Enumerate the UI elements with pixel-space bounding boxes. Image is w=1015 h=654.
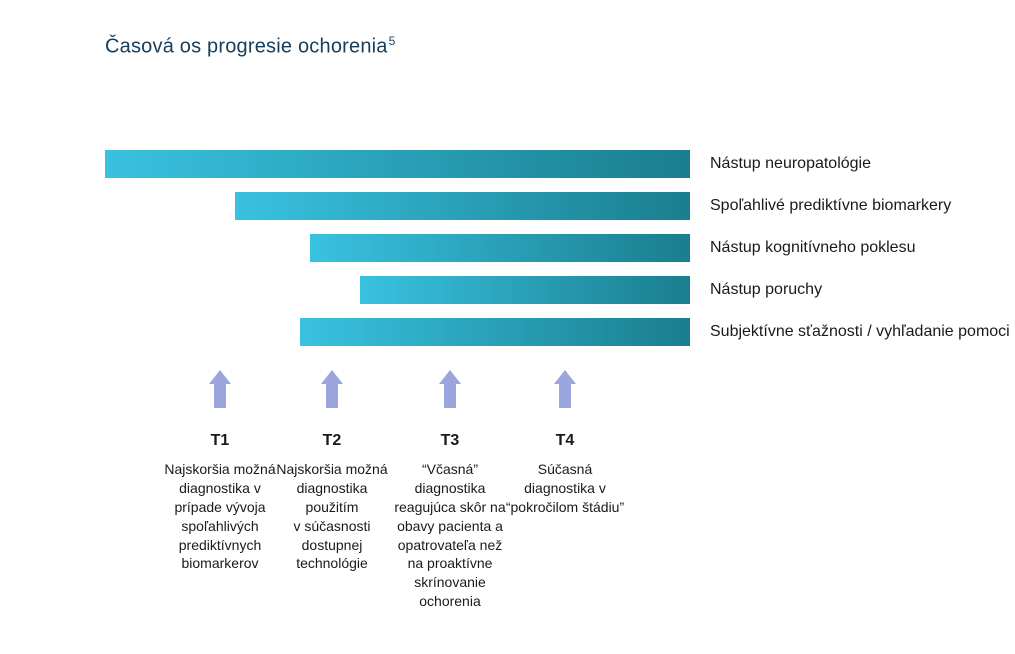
bar-row: Nástup poruchy bbox=[0, 276, 1015, 304]
progress-bar bbox=[300, 318, 690, 346]
timepoint-desc: Súčasná diagnostika v “pokročilom štádiu… bbox=[505, 460, 625, 517]
arrow-stem bbox=[559, 384, 571, 408]
title-text: Časová os progresie ochorenia bbox=[105, 36, 388, 58]
arrow-up-icon bbox=[209, 370, 231, 384]
bar-label: Nástup kognitívneho poklesu bbox=[710, 234, 915, 262]
timepoint-name: T2 bbox=[272, 432, 392, 450]
title-footnote: 5 bbox=[389, 34, 396, 48]
timepoint-desc: Najskoršia možná diagnostika v prípade v… bbox=[160, 460, 280, 573]
bar-row: Subjektívne sťažnosti / vyhľadanie pomoc… bbox=[0, 318, 1015, 346]
bar-row: Spoľahlivé prediktívne biomarkery bbox=[0, 192, 1015, 220]
bar-label: Nástup neuropatológie bbox=[710, 150, 871, 178]
bar-label: Subjektívne sťažnosti / vyhľadanie pomoc… bbox=[710, 318, 1010, 346]
timepoint-name: T1 bbox=[160, 432, 280, 450]
progress-bar bbox=[105, 150, 690, 178]
bar-row: Nástup neuropatológie bbox=[0, 150, 1015, 178]
timepoint-desc: “Včasná” diagnostika reagujúca skôr na o… bbox=[390, 460, 510, 611]
diagram-canvas: { "title": { "text": "Časová os progresi… bbox=[0, 0, 1015, 654]
timepoint-name: T4 bbox=[505, 432, 625, 450]
arrow-up-icon bbox=[554, 370, 576, 384]
progress-bar bbox=[310, 234, 690, 262]
progress-bar bbox=[235, 192, 690, 220]
timepoint-desc: Najskoršia možná diagnostika použitím v … bbox=[272, 460, 392, 573]
arrow-stem bbox=[326, 384, 338, 408]
arrow-up-icon bbox=[439, 370, 461, 384]
arrow-stem bbox=[214, 384, 226, 408]
page-title: Časová os progresie ochorenia5 bbox=[105, 34, 396, 59]
bar-label: Nástup poruchy bbox=[710, 276, 822, 304]
bar-label: Spoľahlivé prediktívne biomarkery bbox=[710, 192, 951, 220]
progress-bar bbox=[360, 276, 690, 304]
arrow-up-icon bbox=[321, 370, 343, 384]
timepoint-name: T3 bbox=[390, 432, 510, 450]
bar-row: Nástup kognitívneho poklesu bbox=[0, 234, 1015, 262]
arrow-stem bbox=[444, 384, 456, 408]
